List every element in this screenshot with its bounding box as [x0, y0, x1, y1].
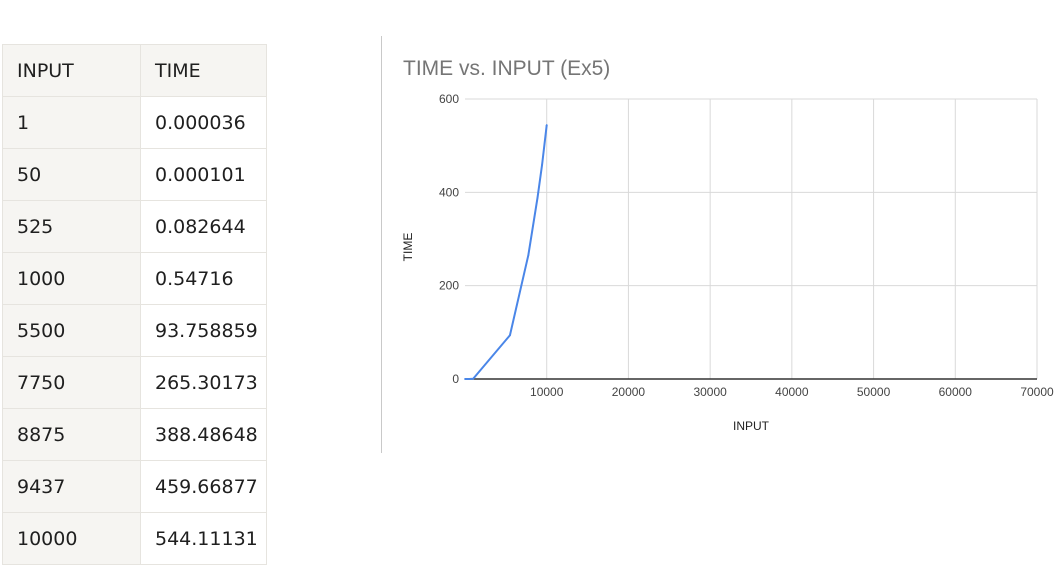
- data-table: INPUT TIME 1 0.000036 50 0.000101 525 0.082…: [2, 44, 267, 565]
- axes: 0 200 400 600 10000 20000 30000 40000 50000 60000…: [439, 92, 1054, 399]
- data-point: [541, 163, 544, 166]
- data-point: [472, 377, 475, 380]
- cell-time: 459.66877: [140, 460, 267, 513]
- cell-time: 0.54716: [140, 252, 267, 305]
- table-row: 5500 93.758859: [2, 304, 267, 357]
- data-point: [509, 334, 511, 337]
- cell-input: 10000: [2, 512, 141, 565]
- x-tick-label: 30000: [693, 385, 727, 399]
- table-row: 1 0.000036: [2, 96, 267, 149]
- y-tick-label: 600: [439, 92, 459, 106]
- table-row: 8875 388.48648: [2, 408, 267, 461]
- cell-time: 544.11131: [140, 512, 267, 565]
- x-tick-label: 70000: [1020, 385, 1054, 399]
- data-point: [468, 378, 471, 380]
- cell-time: 265.30173: [140, 356, 267, 409]
- y-axis-label: TIME: [401, 233, 415, 262]
- x-tick-label: 20000: [612, 385, 646, 399]
- x-tick-label: 50000: [857, 385, 891, 399]
- cell-input: 1: [2, 96, 141, 149]
- grid: [465, 98, 1038, 379]
- panel-divider: [381, 36, 382, 453]
- series-line: [464, 124, 548, 380]
- cell-input: 1000: [2, 252, 141, 305]
- y-tick-label: 400: [439, 185, 459, 199]
- y-tick-label: 0: [452, 372, 459, 386]
- x-tick-label: 60000: [939, 385, 973, 399]
- data-point: [527, 254, 530, 257]
- data-point: [464, 378, 467, 380]
- cell-time: 388.48648: [140, 408, 267, 461]
- data-point: [536, 196, 539, 199]
- y-tick-label: 200: [439, 279, 459, 293]
- table-row: 9437 459.66877: [2, 460, 267, 513]
- cell-input: 50: [2, 148, 141, 201]
- x-axis-label: INPUT: [733, 419, 770, 433]
- table-row: 525 0.082644: [2, 200, 267, 253]
- cell-input: 9437: [2, 460, 141, 513]
- table-row: 1000 0.54716: [2, 252, 267, 305]
- data-point: [545, 124, 548, 126]
- table-header-row: INPUT TIME: [2, 44, 267, 97]
- x-tick-label: 40000: [775, 385, 809, 399]
- cell-input: 8875: [2, 408, 141, 461]
- cell-time: 93.758859: [140, 304, 267, 357]
- x-tick-label: 10000: [530, 385, 564, 399]
- cell-time: 0.000101: [140, 148, 267, 201]
- header-input: INPUT: [2, 44, 141, 97]
- cell-time: 0.082644: [140, 200, 267, 253]
- line-chart: TIME vs. INPUT (Ex5) 0 200 400 600 10000 2000…: [401, 57, 1054, 433]
- table-row: 7750 265.30173: [2, 356, 267, 409]
- series-layer: [464, 124, 548, 380]
- chart-title: TIME vs. INPUT (Ex5): [403, 57, 610, 80]
- cell-time: 0.000036: [140, 96, 267, 149]
- cell-input: 7750: [2, 356, 141, 409]
- table-row: 10000 544.11131: [2, 512, 267, 565]
- cell-input: 525: [2, 200, 141, 253]
- cell-input: 5500: [2, 304, 141, 357]
- table-row: 50 0.000101: [2, 148, 267, 201]
- header-time: TIME: [140, 44, 267, 97]
